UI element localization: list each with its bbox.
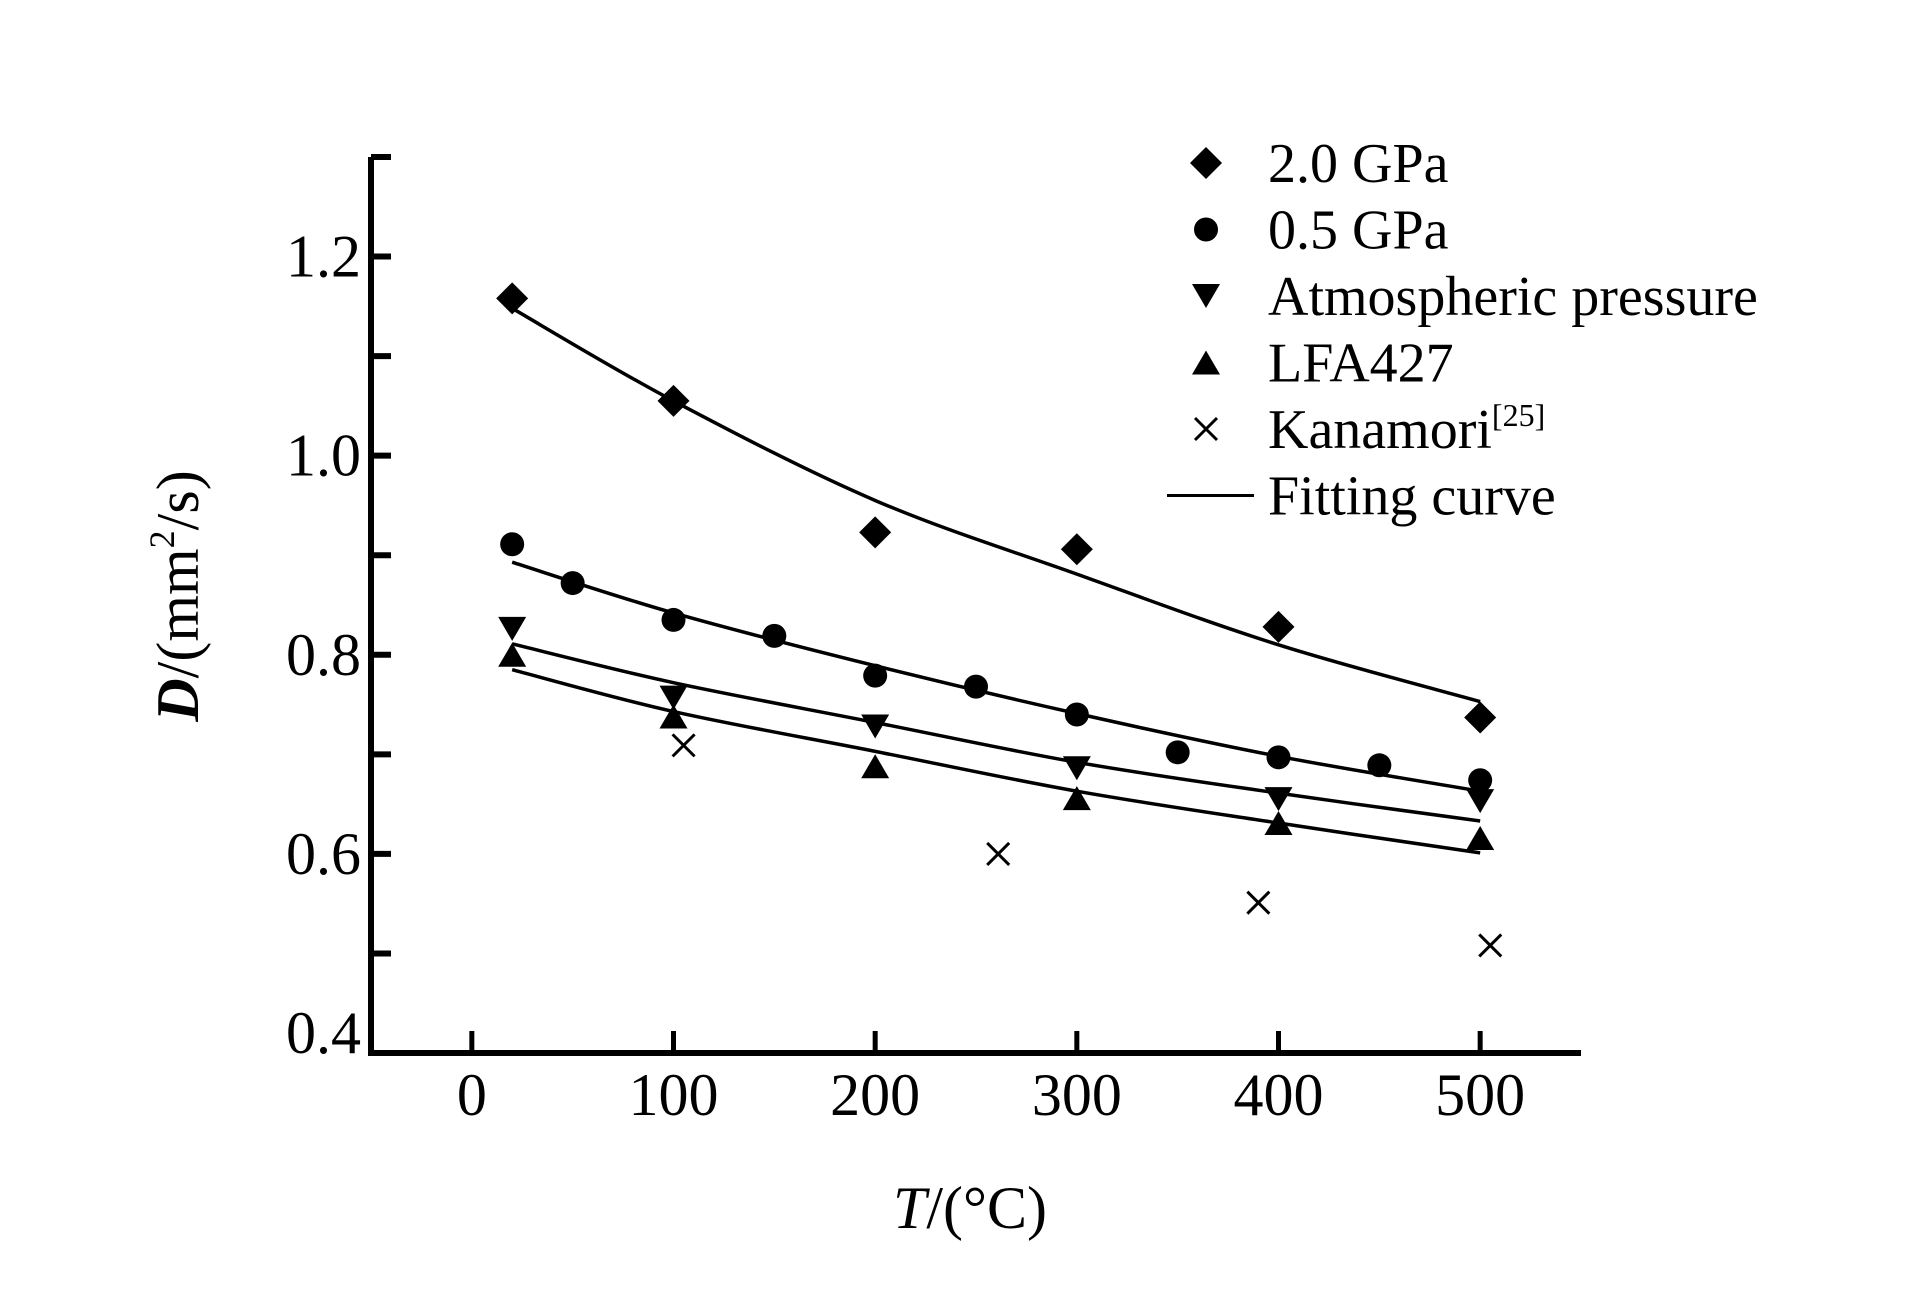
data-point-circle xyxy=(1468,768,1493,793)
legend-marker-cross xyxy=(1193,416,1219,442)
legend-item: LFA427 xyxy=(1192,333,1454,395)
legend-item: 0.5 GPa xyxy=(1194,200,1449,262)
data-point-circle xyxy=(560,571,585,596)
legend-label: Atmospheric pressure xyxy=(1268,266,1758,328)
data-point-cross xyxy=(1478,933,1503,958)
x-tick-label: 400 xyxy=(1234,1062,1324,1128)
cross-stroke xyxy=(986,841,1011,866)
data-point-circle xyxy=(762,623,787,648)
data-point-diamond xyxy=(657,384,690,417)
cross-stroke xyxy=(1193,416,1219,442)
data-point-cross xyxy=(671,733,696,758)
x-tick-label: 300 xyxy=(1032,1062,1122,1128)
data-point-triangle-up xyxy=(1466,825,1495,850)
data-point-circle xyxy=(500,532,525,557)
x-tick-label: 500 xyxy=(1435,1062,1525,1128)
cross-stroke xyxy=(1246,890,1271,915)
data-point-diamond xyxy=(1262,610,1295,643)
data-point-circle xyxy=(1165,740,1190,765)
legend-label: Fitting curve xyxy=(1268,466,1556,528)
legend-item: Atmospheric pressure xyxy=(1192,266,1758,328)
legend-label: Kanamori[25] xyxy=(1268,397,1545,461)
legend-item: Kanamori[25] xyxy=(1193,397,1545,461)
series-lfa427 xyxy=(498,642,1495,850)
data-point-circle xyxy=(661,607,686,632)
y-tick-label: 0.6 xyxy=(286,821,361,887)
legend-marker-triangle-down xyxy=(1192,284,1220,308)
series-0-5-gpa xyxy=(500,532,1493,793)
data-point-cross xyxy=(1246,890,1271,915)
legend-label: 0.5 GPa xyxy=(1268,200,1449,262)
data-point-cross xyxy=(986,841,1011,866)
fitting-curve-line xyxy=(511,560,1481,793)
cross-stroke xyxy=(1478,933,1503,958)
legend-item: 2.0 GPa xyxy=(1190,133,1449,195)
legend-marker-triangle-up xyxy=(1192,350,1220,375)
x-tick-label: 200 xyxy=(830,1062,920,1128)
legend-label: 2.0 GPa xyxy=(1268,133,1449,195)
data-point-triangle-up xyxy=(1062,786,1091,811)
data-points xyxy=(496,282,1503,958)
data-point-circle xyxy=(863,663,888,688)
data-point-diamond xyxy=(1060,533,1093,566)
data-point-triangle-up xyxy=(659,704,688,729)
series-atmospheric-pressure xyxy=(498,616,1495,814)
data-point-triangle-down xyxy=(498,616,527,641)
data-point-triangle-down xyxy=(1062,756,1091,781)
y-tick-label: 0.4 xyxy=(286,1000,361,1066)
y-tick-label: 0.8 xyxy=(286,622,361,688)
data-point-triangle-down xyxy=(1264,787,1293,812)
legend-marker-diamond xyxy=(1190,147,1222,179)
fitting-curve-line xyxy=(511,668,1481,855)
data-point-circle xyxy=(1266,745,1291,770)
fitting-curve-line xyxy=(511,642,1481,823)
y-tick-label: 1.0 xyxy=(286,423,361,489)
legend-item: Fitting curve xyxy=(1167,466,1556,528)
data-point-triangle-down xyxy=(659,685,688,710)
data-point-triangle-up xyxy=(498,642,527,667)
x-tick-label: 0 xyxy=(457,1062,487,1128)
data-point-circle xyxy=(964,674,988,699)
data-point-circle xyxy=(1367,753,1392,778)
data-point-triangle-down xyxy=(1466,789,1495,814)
y-tick-label: 1.2 xyxy=(286,224,361,290)
data-point-triangle-up xyxy=(1264,811,1293,836)
data-point-diamond xyxy=(859,516,892,549)
legend-label: LFA427 xyxy=(1268,333,1454,395)
series-2-0-gpa xyxy=(496,282,1497,734)
data-point-triangle-down xyxy=(861,714,890,739)
cross-stroke xyxy=(671,733,696,758)
data-point-triangle-up xyxy=(861,754,890,779)
x-tick-label: 100 xyxy=(629,1062,719,1128)
data-point-circle xyxy=(1064,702,1089,727)
fitting-curve-line xyxy=(511,306,1481,704)
x-axis-title: T/(°C) xyxy=(893,1175,1047,1241)
legend-marker-circle xyxy=(1194,217,1218,242)
data-point-diamond xyxy=(1464,701,1497,734)
legend-label-superscript: [25] xyxy=(1492,397,1545,433)
axes: 0 100 200 300 400 500 0.4 0.6 0.8 1.0 1.2 xyxy=(286,154,1581,1128)
data-point-diamond xyxy=(496,282,529,315)
y-axis-title: D/(mm2/s) xyxy=(142,470,211,722)
series-kanamori xyxy=(671,733,1503,958)
